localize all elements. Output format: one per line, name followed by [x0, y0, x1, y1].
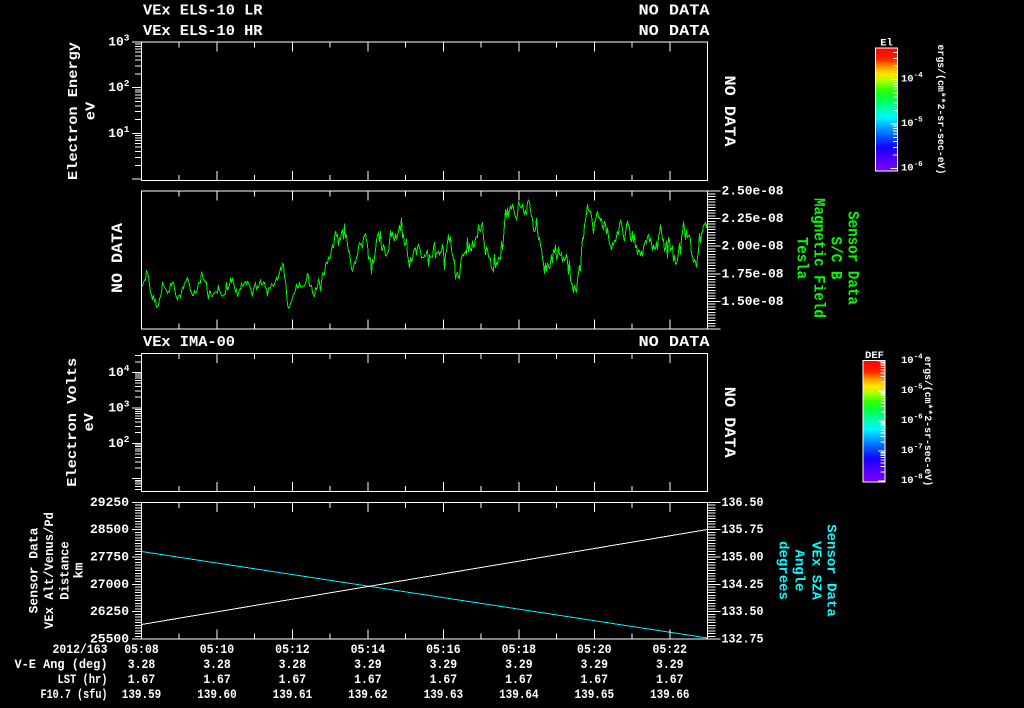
svg-text:3.29: 3.29 [430, 658, 458, 672]
svg-text:139.60: 139.60 [197, 688, 237, 702]
svg-text:05:14: 05:14 [351, 643, 386, 657]
svg-text:S/C B: S/C B [827, 237, 845, 280]
svg-text:2.25e-08: 2.25e-08 [722, 211, 784, 226]
svg-text:1.67: 1.67 [354, 673, 382, 687]
svg-text:136.50: 136.50 [722, 495, 764, 510]
svg-text:132.75: 132.75 [722, 632, 764, 647]
svg-text:Magnetic Field: Magnetic Field [810, 198, 828, 318]
svg-text:F10.7 (sfu): F10.7 (sfu) [41, 688, 108, 702]
svg-text:NO DATA: NO DATA [639, 3, 710, 20]
svg-text:3.28: 3.28 [203, 658, 231, 672]
svg-text:1.67: 1.67 [203, 673, 231, 687]
svg-text:degrees: degrees [775, 541, 791, 600]
svg-text:135.00: 135.00 [722, 549, 764, 564]
svg-text:25500: 25500 [90, 632, 129, 647]
svg-text:VEx ELS-10 HR: VEx ELS-10 HR [143, 23, 263, 40]
svg-text:05:18: 05:18 [502, 643, 537, 657]
svg-text:DEF: DEF [865, 350, 884, 362]
svg-text:3.29: 3.29 [354, 658, 382, 672]
svg-text:1.67: 1.67 [279, 673, 307, 687]
svg-text:05:16: 05:16 [426, 643, 461, 657]
svg-text:Angle: Angle [791, 550, 807, 592]
svg-text:eV: eV [82, 412, 98, 431]
svg-text:1.75e-08: 1.75e-08 [722, 266, 784, 281]
svg-text:Electron Energy: Electron Energy [66, 41, 82, 180]
svg-text:3.28: 3.28 [279, 658, 307, 672]
svg-text:3.28: 3.28 [128, 658, 156, 672]
svg-text:1.67: 1.67 [656, 673, 684, 687]
svg-text:139.66: 139.66 [650, 688, 690, 702]
svg-text:29250: 29250 [90, 495, 129, 510]
svg-text:NO DATA: NO DATA [639, 334, 710, 351]
svg-text:VEx SZA: VEx SZA [808, 541, 824, 600]
svg-text:VEx IMA-00: VEx IMA-00 [143, 334, 235, 351]
svg-text:2.50e-08: 2.50e-08 [722, 184, 784, 199]
svg-text:1.67: 1.67 [505, 673, 533, 687]
svg-text:139.65: 139.65 [575, 688, 615, 702]
svg-text:26250: 26250 [90, 604, 129, 619]
svg-text:NO DATA: NO DATA [720, 76, 738, 147]
svg-text:139.59: 139.59 [122, 688, 162, 702]
svg-text:2012/163: 2012/163 [53, 643, 108, 657]
svg-text:El: El [880, 38, 893, 50]
svg-text:139.64: 139.64 [499, 688, 539, 702]
svg-text:3.29: 3.29 [505, 658, 533, 672]
svg-text:1.67: 1.67 [581, 673, 609, 687]
svg-text:V-E Ang (deg): V-E Ang (deg) [15, 658, 108, 672]
svg-text:NO DATA: NO DATA [639, 23, 710, 40]
svg-text:05:10: 05:10 [200, 643, 235, 657]
svg-text:05:22: 05:22 [653, 643, 688, 657]
svg-text:km: km [72, 562, 87, 578]
svg-text:1.50e-08: 1.50e-08 [722, 294, 784, 309]
svg-text:2.00e-08: 2.00e-08 [722, 239, 784, 254]
svg-text:Electron Volts: Electron Volts [65, 358, 81, 487]
svg-text:139.62: 139.62 [348, 688, 388, 702]
svg-text:Distance: Distance [58, 541, 73, 600]
svg-text:VEx Alt/Venus/Pd: VEx Alt/Venus/Pd [42, 512, 57, 629]
svg-text:3.29: 3.29 [581, 658, 609, 672]
svg-text:27750: 27750 [90, 549, 129, 564]
svg-text:27000: 27000 [90, 577, 129, 592]
svg-text:05:08: 05:08 [124, 643, 159, 657]
svg-text:134.25: 134.25 [722, 577, 764, 592]
svg-text:NO DATA: NO DATA [720, 387, 738, 458]
svg-text:ergs/(cm**2-sr-sec-eV): ergs/(cm**2-sr-sec-eV) [934, 45, 946, 175]
svg-text:Sensor Data: Sensor Data [823, 524, 839, 617]
svg-text:05:20: 05:20 [577, 643, 612, 657]
svg-text:139.61: 139.61 [273, 688, 313, 702]
svg-text:eV: eV [84, 101, 100, 120]
svg-text:VEx ELS-10 LR: VEx ELS-10 LR [143, 3, 263, 20]
svg-text:1.67: 1.67 [128, 673, 156, 687]
svg-text:Tesla: Tesla [793, 237, 811, 279]
svg-text:139.63: 139.63 [424, 688, 464, 702]
svg-text:Sensor Data: Sensor Data [844, 211, 862, 305]
svg-text:28500: 28500 [90, 522, 129, 537]
svg-text:3.29: 3.29 [656, 658, 684, 672]
svg-text:1.67: 1.67 [430, 673, 458, 687]
svg-text:135.75: 135.75 [722, 522, 764, 537]
svg-text:Sensor Data: Sensor Data [27, 527, 42, 613]
svg-text:133.50: 133.50 [722, 604, 764, 619]
svg-text:NO DATA: NO DATA [109, 223, 127, 293]
svg-text:LST (hr): LST (hr) [58, 673, 108, 687]
svg-text:05:12: 05:12 [275, 643, 310, 657]
svg-text:ergs/(cm**2-sr-sec-eV): ergs/(cm**2-sr-sec-eV) [921, 356, 933, 486]
